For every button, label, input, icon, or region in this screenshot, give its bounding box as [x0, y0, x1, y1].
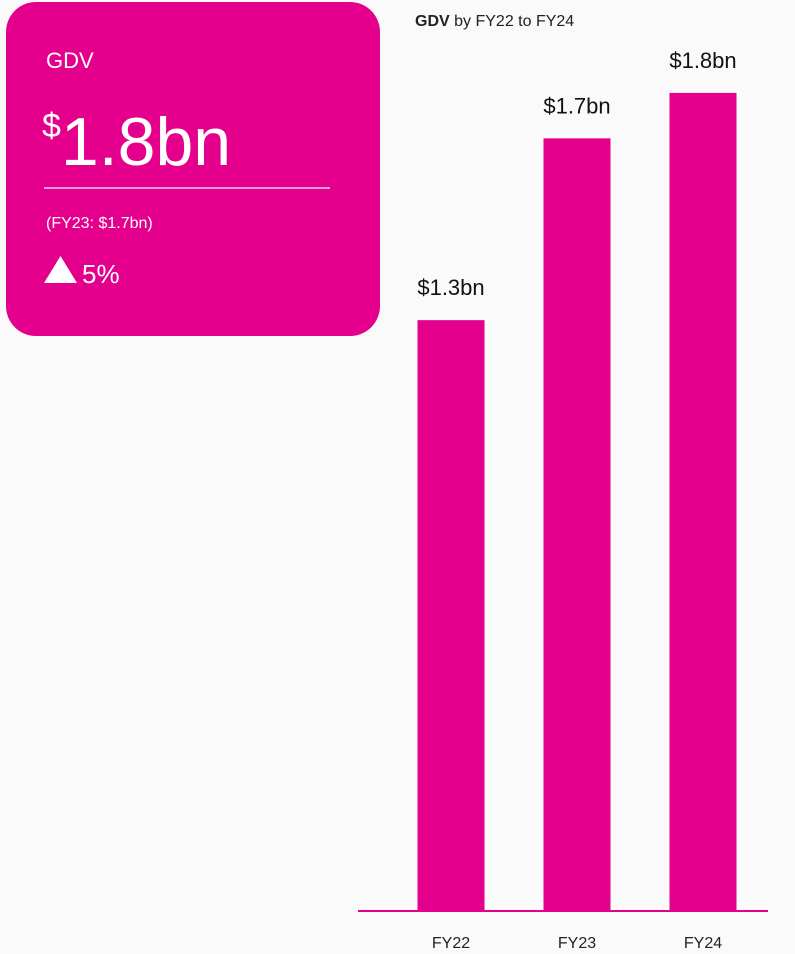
- kpi-comparison: (FY23: $1.7bn): [46, 215, 153, 232]
- kpi-change: 5%: [82, 259, 120, 289]
- bar-value-label: $1.7bn: [543, 93, 610, 118]
- kpi-label: GDV: [46, 48, 94, 73]
- chart-title: GDV by FY22 to FY24: [415, 13, 574, 30]
- x-tick-label: FY24: [684, 935, 722, 952]
- bar-value-label: $1.8bn: [669, 48, 736, 73]
- x-tick-label: FY22: [432, 935, 470, 952]
- title-rest: by FY22 to FY24: [454, 13, 574, 30]
- kpi-currency: $: [42, 107, 61, 145]
- bar: [417, 320, 485, 911]
- kpi-value: $1.8bn: [42, 104, 231, 180]
- card-background: [6, 2, 380, 336]
- kpi-amount: 1.8bn: [61, 104, 231, 180]
- bar: [669, 92, 737, 911]
- bar-value-label: $1.3bn: [417, 275, 484, 300]
- kpi-card: GDV $1.8bn (FY23: $1.7bn) 5%: [6, 2, 380, 336]
- bar: [543, 138, 611, 912]
- title-bold: GDV: [415, 13, 450, 30]
- up-triangle-icon: [44, 256, 77, 283]
- x-tick-label: FY23: [558, 935, 596, 952]
